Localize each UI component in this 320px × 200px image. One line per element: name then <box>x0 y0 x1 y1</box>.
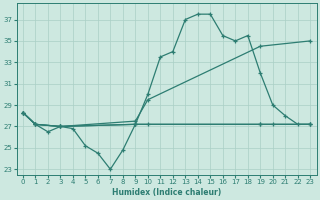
X-axis label: Humidex (Indice chaleur): Humidex (Indice chaleur) <box>112 188 221 197</box>
